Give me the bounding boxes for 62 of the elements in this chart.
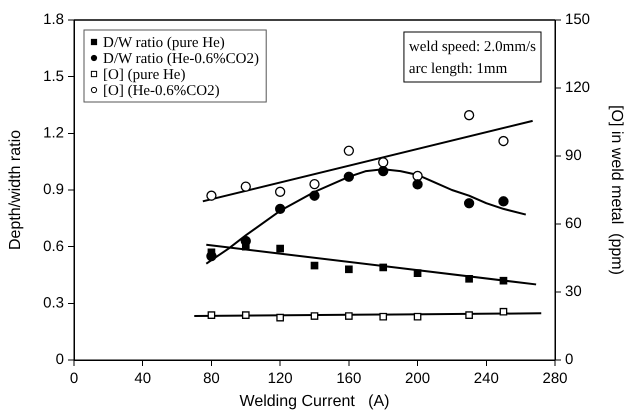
- y-tick-label: 0.6: [43, 238, 64, 255]
- x-tick-label: 240: [474, 370, 499, 388]
- point: [242, 311, 250, 319]
- x-tick-label: 0: [70, 370, 78, 388]
- point: [378, 166, 388, 176]
- legend-label: D/W ratio (He-0.6%CO2): [103, 50, 259, 67]
- x-tick-label: 80: [203, 370, 220, 388]
- point: [206, 190, 217, 201]
- point: [465, 274, 473, 283]
- point: [412, 170, 423, 182]
- point: [276, 314, 284, 322]
- y2-tick-label: 90: [565, 147, 582, 164]
- point: [414, 312, 422, 321]
- point: [310, 312, 318, 320]
- annotation: weld speed: 2.0mm/s: [408, 38, 536, 55]
- point: [465, 311, 473, 319]
- y2-tick-label: 150: [565, 11, 590, 28]
- legend-label: D/W ratio (pure He): [103, 34, 225, 51]
- y-tick-label: 0.3: [43, 294, 64, 312]
- point: [345, 312, 353, 320]
- point: [274, 186, 286, 197]
- annotation: arc length: 1mm: [408, 60, 508, 77]
- x-tick-label: 160: [336, 370, 362, 388]
- y-tick-label: 0.9: [43, 181, 64, 198]
- point: [208, 311, 216, 319]
- x-tick-label: 120: [268, 370, 293, 388]
- point: [309, 178, 320, 190]
- y2-axis-title: [O] in weld metal (ppm): [608, 105, 625, 275]
- y-tick-label: 1.2: [43, 124, 64, 142]
- point: [500, 308, 508, 316]
- y-tick-label: 1.8: [43, 11, 64, 28]
- y2-tick-label: 0: [565, 351, 574, 368]
- point: [379, 312, 388, 321]
- point: [344, 146, 354, 156]
- point: [500, 276, 508, 284]
- point: [309, 190, 320, 201]
- y2-tick-label: 120: [565, 79, 590, 96]
- legend-label: [O] (He-0.6%CO2): [103, 82, 220, 99]
- point: [464, 110, 474, 120]
- point: [345, 266, 353, 274]
- point: [498, 136, 509, 146]
- point: [378, 157, 388, 168]
- point: [274, 204, 286, 214]
- point: [276, 244, 284, 252]
- point: [414, 269, 422, 277]
- x-tick-label: 200: [405, 370, 430, 388]
- y2-tick-label: 30: [565, 283, 582, 300]
- y-tick-label: 0: [56, 351, 64, 368]
- legend-label: [O] (pure He): [103, 66, 186, 83]
- point: [464, 198, 474, 208]
- point: [310, 262, 318, 270]
- y2-tick-label: 60: [565, 215, 582, 232]
- point: [498, 196, 509, 206]
- point: [412, 179, 423, 190]
- point: [344, 172, 354, 182]
- y-tick-label: 1.5: [43, 68, 64, 85]
- y-axis-title: Depth/width ratio: [7, 130, 24, 250]
- x-axis-title: Welding Current (A): [240, 392, 390, 410]
- x-tick-label: 40: [134, 370, 152, 388]
- point: [240, 181, 251, 192]
- point: [379, 264, 388, 272]
- x-tick-label: 280: [542, 370, 568, 388]
